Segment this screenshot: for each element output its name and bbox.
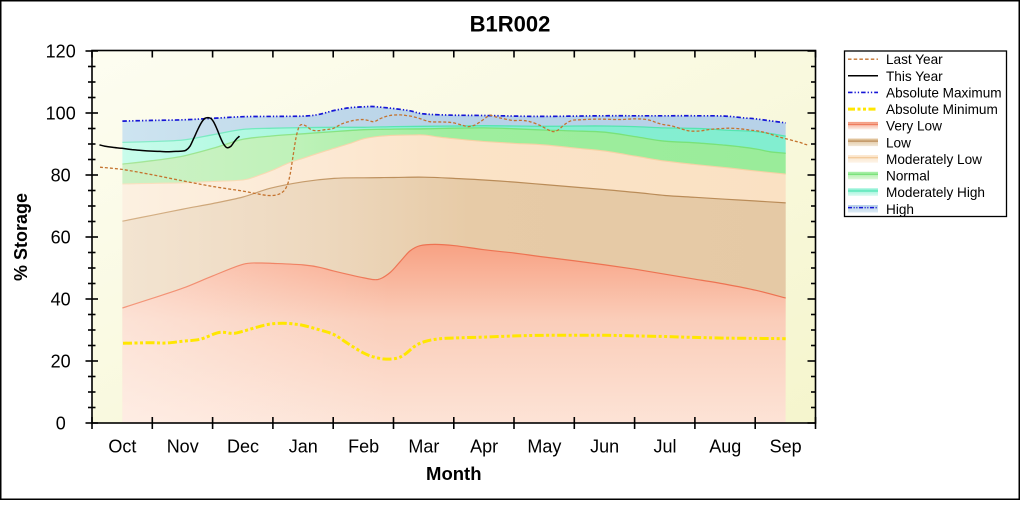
svg-text:This Year: This Year [886, 69, 943, 84]
svg-text:Mar: Mar [408, 436, 439, 456]
svg-text:Sep: Sep [770, 436, 802, 456]
svg-text:0: 0 [56, 414, 66, 434]
svg-text:Month: Month [426, 463, 481, 484]
svg-text:B1R002: B1R002 [470, 12, 551, 37]
svg-text:Aug: Aug [709, 436, 741, 456]
svg-text:Absolute Maximum: Absolute Maximum [886, 85, 1002, 100]
svg-text:Normal: Normal [886, 169, 930, 184]
svg-text:60: 60 [51, 228, 71, 248]
svg-text:Very Low: Very Low [886, 119, 942, 134]
svg-text:High: High [886, 202, 914, 217]
svg-text:May: May [527, 436, 561, 456]
svg-text:80: 80 [51, 166, 71, 186]
svg-text:Moderately High: Moderately High [886, 185, 985, 200]
svg-text:120: 120 [46, 42, 76, 62]
svg-text:Moderately Low: Moderately Low [886, 152, 982, 167]
svg-text:Jan: Jan [289, 436, 318, 456]
svg-text:Low: Low [886, 135, 911, 150]
svg-text:Nov: Nov [167, 436, 199, 456]
svg-text:Feb: Feb [348, 436, 379, 456]
svg-text:Oct: Oct [108, 436, 136, 456]
svg-text:20: 20 [51, 352, 71, 372]
svg-text:Absolute Minimum: Absolute Minimum [886, 102, 998, 117]
svg-text:Dec: Dec [227, 436, 259, 456]
svg-text:100: 100 [46, 104, 76, 124]
svg-text:% Storage: % Storage [11, 193, 31, 281]
svg-text:Jun: Jun [590, 436, 619, 456]
svg-text:Last Year: Last Year [886, 52, 943, 67]
svg-text:Jul: Jul [653, 436, 676, 456]
svg-text:40: 40 [51, 290, 71, 310]
svg-text:Apr: Apr [470, 436, 498, 456]
